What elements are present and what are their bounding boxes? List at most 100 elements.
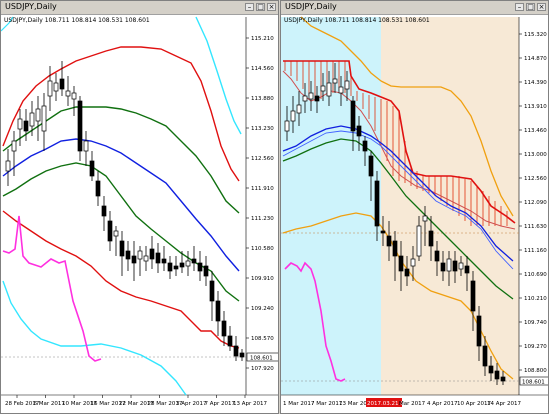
right-candle: [440, 262, 446, 272]
left-candle: [221, 320, 227, 337]
right-price-label: 110.690: [524, 272, 547, 278]
left-candle: [77, 100, 83, 152]
right-candle: [296, 104, 302, 114]
right-price-label: 114.390: [524, 80, 547, 86]
left-cyan-upper-band: [195, 16, 242, 135]
right-candle: [368, 155, 374, 177]
left-candle: [155, 252, 161, 264]
left-green-upper-band: [2, 106, 240, 214]
left-date-label: 3 Apr 2017: [176, 401, 207, 407]
right-candle: [476, 315, 482, 347]
left-candle: [95, 180, 101, 197]
right-candle: [314, 95, 320, 102]
minimize-icon[interactable]: –: [515, 3, 524, 11]
left-current-price-box: [246, 352, 278, 362]
right-price-label: 109.740: [524, 320, 547, 326]
left-price-label: 110.580: [251, 246, 274, 252]
right-chart-window: USDJPY,Daily – □ × USDJPY,Daily 108.711 …: [280, 0, 549, 414]
left-cyan-upper-start: [1, 16, 14, 32]
left-price-label: 115.210: [251, 36, 274, 42]
minimize-icon[interactable]: –: [245, 3, 254, 11]
right-bg-left-region: [281, 17, 381, 395]
left-candle: [149, 248, 155, 260]
left-candle: [17, 118, 23, 130]
left-candle: [215, 300, 221, 322]
right-blue-tenkan: [282, 130, 514, 270]
left-candle: [209, 280, 215, 302]
left-candle: [83, 140, 89, 152]
left-price-label: 114.560: [251, 66, 274, 72]
right-candle: [320, 85, 326, 92]
right-price-label: 113.460: [524, 128, 547, 134]
right-price-label: 109.270: [524, 344, 547, 350]
close-icon[interactable]: ×: [267, 3, 276, 11]
left-candle: [119, 240, 125, 257]
left-candle: [41, 105, 47, 132]
left-candle: [101, 205, 107, 217]
left-candle: [29, 112, 35, 127]
left-chart-window: USDJPY,Daily – □ × USDJPY,Daily 108.711 …: [0, 0, 279, 414]
left-candle: [227, 335, 233, 347]
right-current-price-label: 108.601: [522, 380, 545, 386]
right-candle: [416, 225, 422, 257]
right-date-label: 14 Apr 2017: [487, 401, 522, 407]
right-candle: [470, 280, 476, 312]
right-candle: [362, 140, 368, 152]
right-date-label: 10 Apr 2017: [457, 401, 492, 407]
right-blue-kijun: [282, 125, 514, 262]
left-magenta-line: [2, 215, 102, 362]
right-candle: [488, 365, 494, 374]
right-symbol-info: USDJPY,Daily 108.711 108.814 108.531 108…: [284, 17, 430, 24]
left-price-label: 111.910: [251, 186, 274, 192]
left-price-label: 108.570: [251, 336, 274, 342]
right-candle: [398, 255, 404, 272]
right-date-label: 2017.03.21 00:00: [367, 401, 417, 407]
left-candle: [203, 265, 209, 277]
right-price-label: 111.160: [524, 248, 547, 254]
right-green-band: [282, 138, 514, 300]
right-chart-canvas[interactable]: 115.320 114.870 114.390 113.910 113.460 113.0…: [281, 1, 549, 414]
right-candle: [380, 230, 386, 234]
left-price-label: 111.230: [251, 216, 274, 222]
left-date-label: 6 Mar 2017: [34, 401, 66, 407]
left-candle: [125, 250, 131, 260]
left-candle: [167, 262, 173, 272]
right-senkou-a: [283, 60, 516, 224]
left-candle: [23, 120, 29, 132]
right-candle: [338, 86, 344, 94]
maximize-icon[interactable]: □: [256, 3, 265, 11]
right-senkou-b: [282, 70, 516, 230]
right-date-label: 1 Mar 2017: [283, 401, 315, 407]
left-price-label: 109.910: [251, 276, 274, 282]
close-icon[interactable]: ×: [537, 3, 546, 11]
right-date-label: 4 Apr 2017: [427, 401, 458, 407]
right-candle: [500, 376, 506, 382]
maximize-icon[interactable]: □: [526, 3, 535, 11]
left-date-label: 7 Apr 2017: [205, 401, 236, 407]
left-candle: [185, 260, 191, 267]
right-candle: [482, 345, 488, 367]
left-price-label: 107.920: [251, 366, 274, 372]
right-candle: [290, 110, 296, 122]
left-chart-canvas[interactable]: 115.210 114.560 113.880 113.230 112.560 111.9…: [1, 1, 279, 414]
right-candle: [464, 265, 470, 274]
right-candle: [410, 258, 416, 267]
right-price-label: 112.090: [524, 200, 547, 206]
left-date-label: 10 Mar 2017: [62, 401, 97, 407]
right-candle: [284, 120, 290, 132]
right-titlebar: USDJPY,Daily – □ ×: [281, 1, 548, 15]
right-price-label: 108.800: [524, 368, 547, 374]
right-candle: [374, 180, 380, 227]
left-candle: [239, 352, 245, 358]
right-candle: [344, 80, 350, 90]
left-candle: [161, 258, 167, 264]
left-candle: [11, 140, 17, 152]
left-date-label: 22 Mar 2017: [119, 401, 154, 407]
left-blue-mid-band: [2, 138, 240, 272]
left-cyan-lower-band: [2, 280, 187, 396]
right-candle: [452, 260, 458, 272]
left-date-label: 16 Mar 2017: [91, 401, 126, 407]
left-date-label: 13 Apr 2017: [233, 401, 268, 407]
left-current-price-label: 108.601: [250, 356, 273, 362]
left-candle: [71, 92, 77, 100]
